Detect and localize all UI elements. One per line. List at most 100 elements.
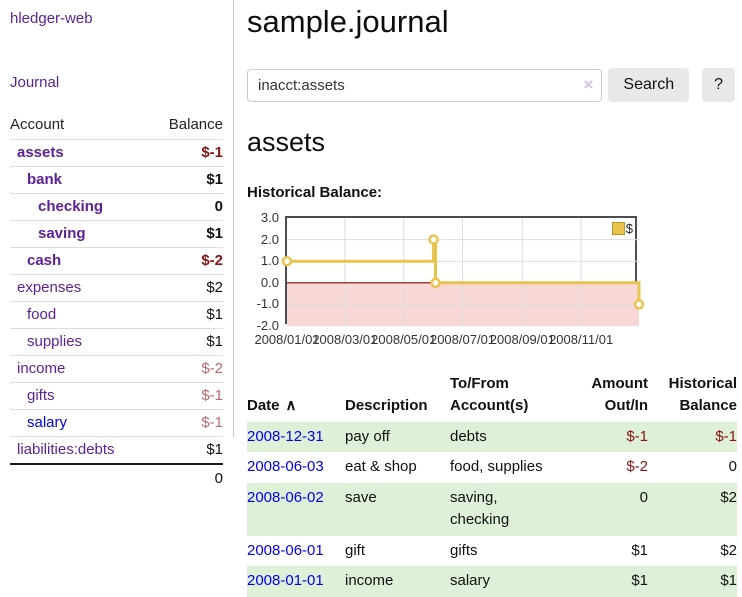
account-row: gifts $-1 [10,382,223,409]
account-row: salary $-1 [10,409,223,436]
account-balance: 0 [214,198,223,215]
x-axis-label: 2008/05/01 [371,332,437,347]
account-balance: $-1 [201,144,223,161]
transaction-description: save [345,489,377,506]
transaction-amount: $1 [631,541,648,559]
transaction-accounts: food, supplies [450,458,543,476]
clear-search-icon[interactable]: × [583,74,594,94]
historical-balance-chart: $ 3.0 2.0 1.0 0.0 -1.0 -2.0 2008/01/01 2008/03/… [247,210,735,350]
accounts-header-balance: Balance [168,116,223,133]
accounts-total-row: 0 [10,463,223,492]
transaction-amount: 0 [639,489,648,506]
chart-title: Historical Balance: [247,184,383,201]
transaction-date-link[interactable]: 2008-12-31 [247,427,324,445]
main-content: sample.journal × Search ? assets Histori… [234,0,742,597]
transaction-balance: $2 [720,489,737,506]
register-header-amount-out-in: Amount Out/In [568,370,648,422]
transaction-description: gift [345,541,366,559]
register-header-label: Date [247,396,280,414]
sidebar-account-link-gifts[interactable]: gifts [27,387,55,404]
account-row: bank $1 [10,166,223,193]
register-header-historical-balance: Historical Balance [648,370,737,422]
y-axis-label: 1.0 [260,253,279,269]
help-button[interactable]: ? [702,68,735,102]
transaction-date-link[interactable]: 2008-06-03 [247,458,324,476]
account-row: saving $1 [10,220,223,247]
search-input[interactable] [247,68,603,102]
transaction-accounts: saving, checking [450,489,510,528]
transaction-date-link[interactable]: 2008-01-01 [247,572,324,590]
transaction-amount: $-2 [626,458,648,476]
transaction-balance: $-1 [715,427,737,445]
y-axis-label: 3.0 [260,210,279,225]
chart-legend: $ [611,221,633,236]
account-row: supplies $1 [10,328,223,355]
account-balance: $1 [206,225,223,242]
sidebar-account-link-food[interactable]: food [27,306,57,323]
sidebar-account-link-bank[interactable]: bank [27,171,63,188]
account-balance: $-2 [201,252,223,269]
register-header-label: Historical Balance [668,375,737,414]
search-bar: × Search ? [247,68,735,102]
accounts-header-account: Account [10,116,65,133]
account-row: food $1 [10,301,223,328]
account-balance: $1 [206,441,223,458]
sidebar-account-link-cash[interactable]: cash [27,252,62,269]
account-row: expenses $2 [10,274,223,301]
sidebar-account-link-supplies[interactable]: supplies [27,333,83,350]
account-heading: assets [247,127,326,157]
accounts-rows: assets $-1 bank $1 checking 0 saving $1 cash $-2 e… [10,139,223,463]
y-axis-label: 2.0 [260,231,279,247]
account-balance: $-2 [201,360,223,377]
sidebar-account-link-salary[interactable]: salary [27,414,68,431]
sidebar-account-link-liabilities-debts[interactable]: liabilities:debts [17,441,115,458]
x-axis-label: 2008/11/01 [549,332,614,347]
accounts-table: Account Balance assets $-1 bank $1 checking 0… [10,112,223,492]
sidebar-account-link-expenses[interactable]: expenses [17,279,82,296]
account-row: assets $-1 [10,139,223,166]
accounts-total-value: 0 [214,470,223,487]
transaction-balance: 0 [728,458,737,476]
search-input-wrap: × [247,68,603,102]
transaction-row: 2008-06-01 gift gifts $1 $2 [247,536,737,567]
sidebar-account-link-checking[interactable]: checking [38,198,104,215]
account-balance: $1 [206,171,223,188]
sidebar-account-link-income[interactable]: income [17,360,66,377]
x-axis-label: 2008/09/01 [489,332,555,347]
account-row: income $-2 [10,355,223,382]
transaction-description: pay off [345,427,390,445]
transaction-date-link[interactable]: 2008-06-01 [247,541,324,559]
legend-label: $ [625,221,633,236]
sidebar-account-link-assets[interactable]: assets [17,144,64,161]
register-header-date[interactable]: Date ∧ [247,370,345,422]
transaction-amount: $-1 [626,427,648,445]
account-balance: $1 [206,333,223,350]
account-balance: $2 [206,279,223,296]
register-header-label: Description [345,396,428,414]
search-button[interactable]: Search [608,68,690,102]
transaction-date-link[interactable]: 2008-06-02 [247,489,324,506]
account-row: checking 0 [10,193,223,220]
page-title: sample.journal [247,4,449,39]
account-balance: $-1 [201,414,223,431]
sidebar-account-link-saving[interactable]: saving [38,225,86,242]
register-header-to-from-account-s-: To/From Account(s) [450,370,568,422]
transaction-row: 2008-06-02 save saving, checking 0 $2 [247,483,737,536]
x-axis-label: 2008/01/01 [254,332,320,347]
app-title-link[interactable]: hledger-web [10,10,93,27]
account-balance: $1 [206,306,223,323]
x-axis-label: 2008/07/01 [429,332,496,347]
register-header-label: Amount Out/In [591,375,648,414]
sort-ascending-icon: ∧ [285,396,297,414]
y-axis-label: -1.0 [256,296,279,312]
sidebar-item-journal[interactable]: Journal [10,74,60,91]
register-header-row: Date ∧ Description To/From Account(s) Amount… [247,370,737,422]
chart-plot-area: $ [281,216,645,326]
transaction-accounts: gifts [450,541,478,559]
transaction-accounts: debts [450,427,487,445]
account-balance: $-1 [201,387,223,404]
chart-canvas [281,218,645,326]
transaction-row: 2008-06-03 eat & shop food, supplies $-2 0 [247,452,737,483]
register-header-label: To/From Account(s) [450,375,529,414]
